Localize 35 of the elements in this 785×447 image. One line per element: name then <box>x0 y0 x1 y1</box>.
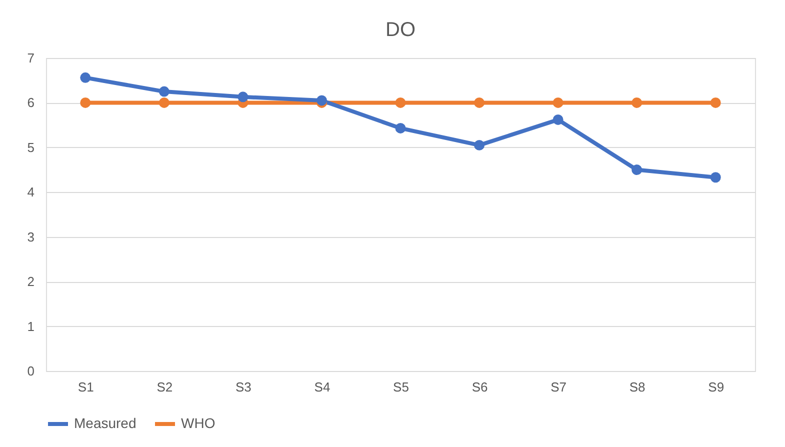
point <box>552 97 564 108</box>
point <box>238 92 248 102</box>
x-tick-label: S7 <box>550 380 567 394</box>
point <box>710 172 721 183</box>
point <box>80 72 91 83</box>
point <box>632 97 642 108</box>
y-tick-label: 7 <box>27 50 34 66</box>
point <box>474 97 485 108</box>
x-tick-label: S9 <box>708 380 724 394</box>
x-tick-label: S3 <box>235 380 252 394</box>
y-tick-label: 0 <box>27 364 34 378</box>
point <box>158 86 170 97</box>
y-tick-label: 4 <box>27 184 34 200</box>
y-tick-label: 6 <box>27 95 34 110</box>
point <box>552 114 564 125</box>
x-tick-label: S2 <box>156 380 173 394</box>
point <box>474 140 485 150</box>
point <box>158 97 170 108</box>
x-tick-label: S4 <box>314 380 330 394</box>
point <box>80 97 91 108</box>
point <box>395 97 406 108</box>
chart-title: DO <box>386 19 416 41</box>
y-tick-label: 2 <box>27 274 34 290</box>
x-tick-label: S5 <box>393 380 409 394</box>
point <box>710 97 721 108</box>
y-tick-label: 5 <box>27 140 34 155</box>
x-tick-label: S1 <box>78 380 94 394</box>
point <box>632 164 642 176</box>
legend-label: WHO <box>181 415 216 431</box>
y-tick-label: 1 <box>27 318 34 334</box>
x-tick-label: S6 <box>472 380 488 394</box>
legend-label: Measured <box>74 415 136 431</box>
point <box>395 122 406 134</box>
x-tick-label: S8 <box>629 380 646 394</box>
y-tick-label: 3 <box>27 229 34 244</box>
